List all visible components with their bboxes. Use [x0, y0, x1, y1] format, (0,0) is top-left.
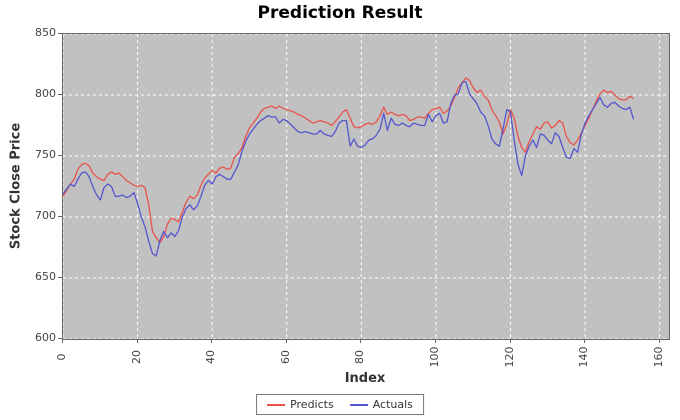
y-tick-label: 750 — [35, 148, 56, 161]
x-tick-label-text: 60 — [278, 350, 292, 364]
y-tick-label: 850 — [35, 26, 56, 39]
x-tick-mark — [62, 339, 63, 343]
x-tick-label-text: 80 — [353, 350, 367, 364]
x-tick-label: 100 — [427, 344, 441, 370]
y-axis-label: Stock Close Price — [8, 122, 24, 250]
legend-item-actuals: Actuals — [349, 398, 413, 411]
x-tick-mark — [434, 339, 436, 343]
x-tick-mark — [211, 339, 213, 343]
x-tick-label: 80 — [353, 344, 367, 370]
x-tick-label: 0 — [55, 344, 68, 370]
y-tick-mark — [58, 94, 62, 95]
x-tick-label: 120 — [502, 344, 516, 370]
y-tick-mark — [58, 33, 62, 34]
y-tick-mark — [58, 155, 62, 156]
x-tick-label-text: 120 — [502, 346, 516, 368]
x-tick-label: 20 — [129, 344, 143, 370]
y-tick-label: 700 — [35, 209, 56, 222]
x-tick-mark — [360, 339, 362, 343]
x-tick-label-text: 100 — [427, 346, 441, 368]
x-tick-label-text: 40 — [204, 350, 218, 364]
y-tick-mark — [58, 216, 62, 217]
y-tick-mark — [58, 338, 62, 339]
legend-line-icon — [267, 403, 286, 406]
x-tick-mark — [509, 339, 511, 343]
x-tick-label: 140 — [577, 344, 591, 370]
legend-label: Actuals — [372, 398, 413, 411]
x-tick-mark — [584, 339, 586, 343]
legend-line-icon — [349, 403, 368, 406]
predicts-line — [63, 77, 634, 244]
legend: Predicts Actuals — [256, 394, 424, 415]
legend-label: Predicts — [290, 398, 334, 411]
x-tick-label: 40 — [204, 344, 218, 370]
x-axis-label: Index — [344, 371, 386, 386]
actuals-line — [63, 80, 635, 257]
x-tick-mark — [136, 339, 138, 343]
y-tick-label: 600 — [35, 331, 56, 344]
y-tick-label: 800 — [35, 87, 56, 100]
x-tick-label: 160 — [651, 344, 665, 370]
x-tick-mark — [658, 339, 660, 343]
y-tick-label: 650 — [35, 270, 56, 283]
x-tick-label-text: 140 — [577, 346, 591, 368]
plot-canvas — [63, 34, 669, 339]
x-tick-label: 60 — [278, 344, 292, 370]
plot-area — [62, 33, 670, 340]
x-tick-mark — [285, 339, 287, 343]
x-tick-label-text: 20 — [129, 350, 143, 364]
x-tick-label-text: 160 — [651, 346, 665, 368]
x-tick-label-text: 0 — [55, 353, 68, 361]
y-tick-mark — [58, 277, 62, 278]
legend-item-predicts: Predicts — [267, 398, 334, 411]
chart-title: Prediction Result — [257, 3, 423, 23]
